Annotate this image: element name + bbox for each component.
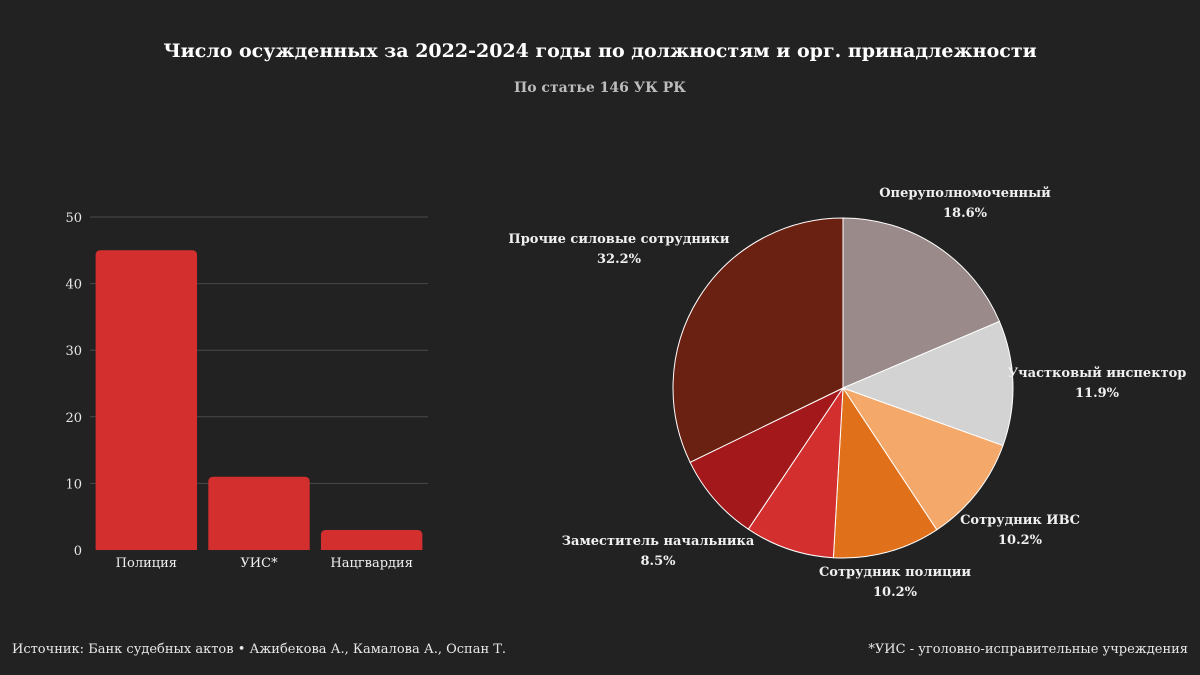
x-tick-label: УИС* (240, 556, 278, 571)
pie-slice (747, 386, 844, 559)
slice-percent: 10.2% (873, 585, 918, 600)
pie-slice (672, 217, 844, 463)
slice-percent: 11.9% (1075, 386, 1120, 401)
pie-slice (841, 387, 1004, 531)
pie-slice (832, 386, 938, 559)
slice-percent: 10.2% (998, 533, 1043, 548)
charts-canvas: 0 10 20 30 40 50 Полиция УИС* Нацгвардия Оперупо… (65, 186, 1186, 600)
bar-chart: 0 10 20 30 40 50 Полиция УИС* Нацгвардия (65, 211, 428, 571)
x-tick-label: Полиция (116, 556, 177, 571)
slice-percent: 18.6% (943, 206, 988, 221)
y-tick-label: 50 (65, 211, 82, 226)
slice-label: Сотрудник полиции (819, 565, 971, 580)
pie-slice (842, 217, 1001, 389)
chart-title: Число осужденных за 2022-2024 годы по до… (163, 40, 1037, 62)
slice-label: Сотрудник ИВС (960, 513, 1080, 528)
slice-percent: 8.5% (641, 554, 677, 569)
bar (320, 530, 423, 550)
pie-chart: Оперуполномоченный 18.6% Участковый инспек… (508, 186, 1186, 600)
y-tick-label: 10 (65, 477, 82, 492)
chart-subtitle: По статье 146 УК РК (514, 80, 686, 96)
y-tick-label: 20 (65, 411, 82, 426)
bar (208, 476, 310, 550)
slice-label: Прочие силовые сотрудники (508, 232, 730, 247)
pie-slice (689, 386, 845, 530)
y-tick-label: 30 (65, 344, 82, 359)
y-tick-label: 0 (74, 544, 82, 559)
slice-label: Заместитель начальника (562, 534, 755, 549)
y-tick-label: 40 (65, 278, 82, 293)
x-tick-label: Нацгвардия (330, 556, 413, 571)
pie-slice (841, 320, 1014, 447)
slice-percent: 32.2% (597, 252, 642, 267)
footnote: *УИС - уголовно-исправительные учреждени… (868, 642, 1188, 657)
source-note: Источник: Банк судебных актов • Ажибеков… (12, 642, 507, 657)
slice-label: Оперуполномоченный (879, 186, 1051, 201)
slice-label: Участковый инспектор (1008, 366, 1187, 381)
bar (95, 250, 198, 551)
